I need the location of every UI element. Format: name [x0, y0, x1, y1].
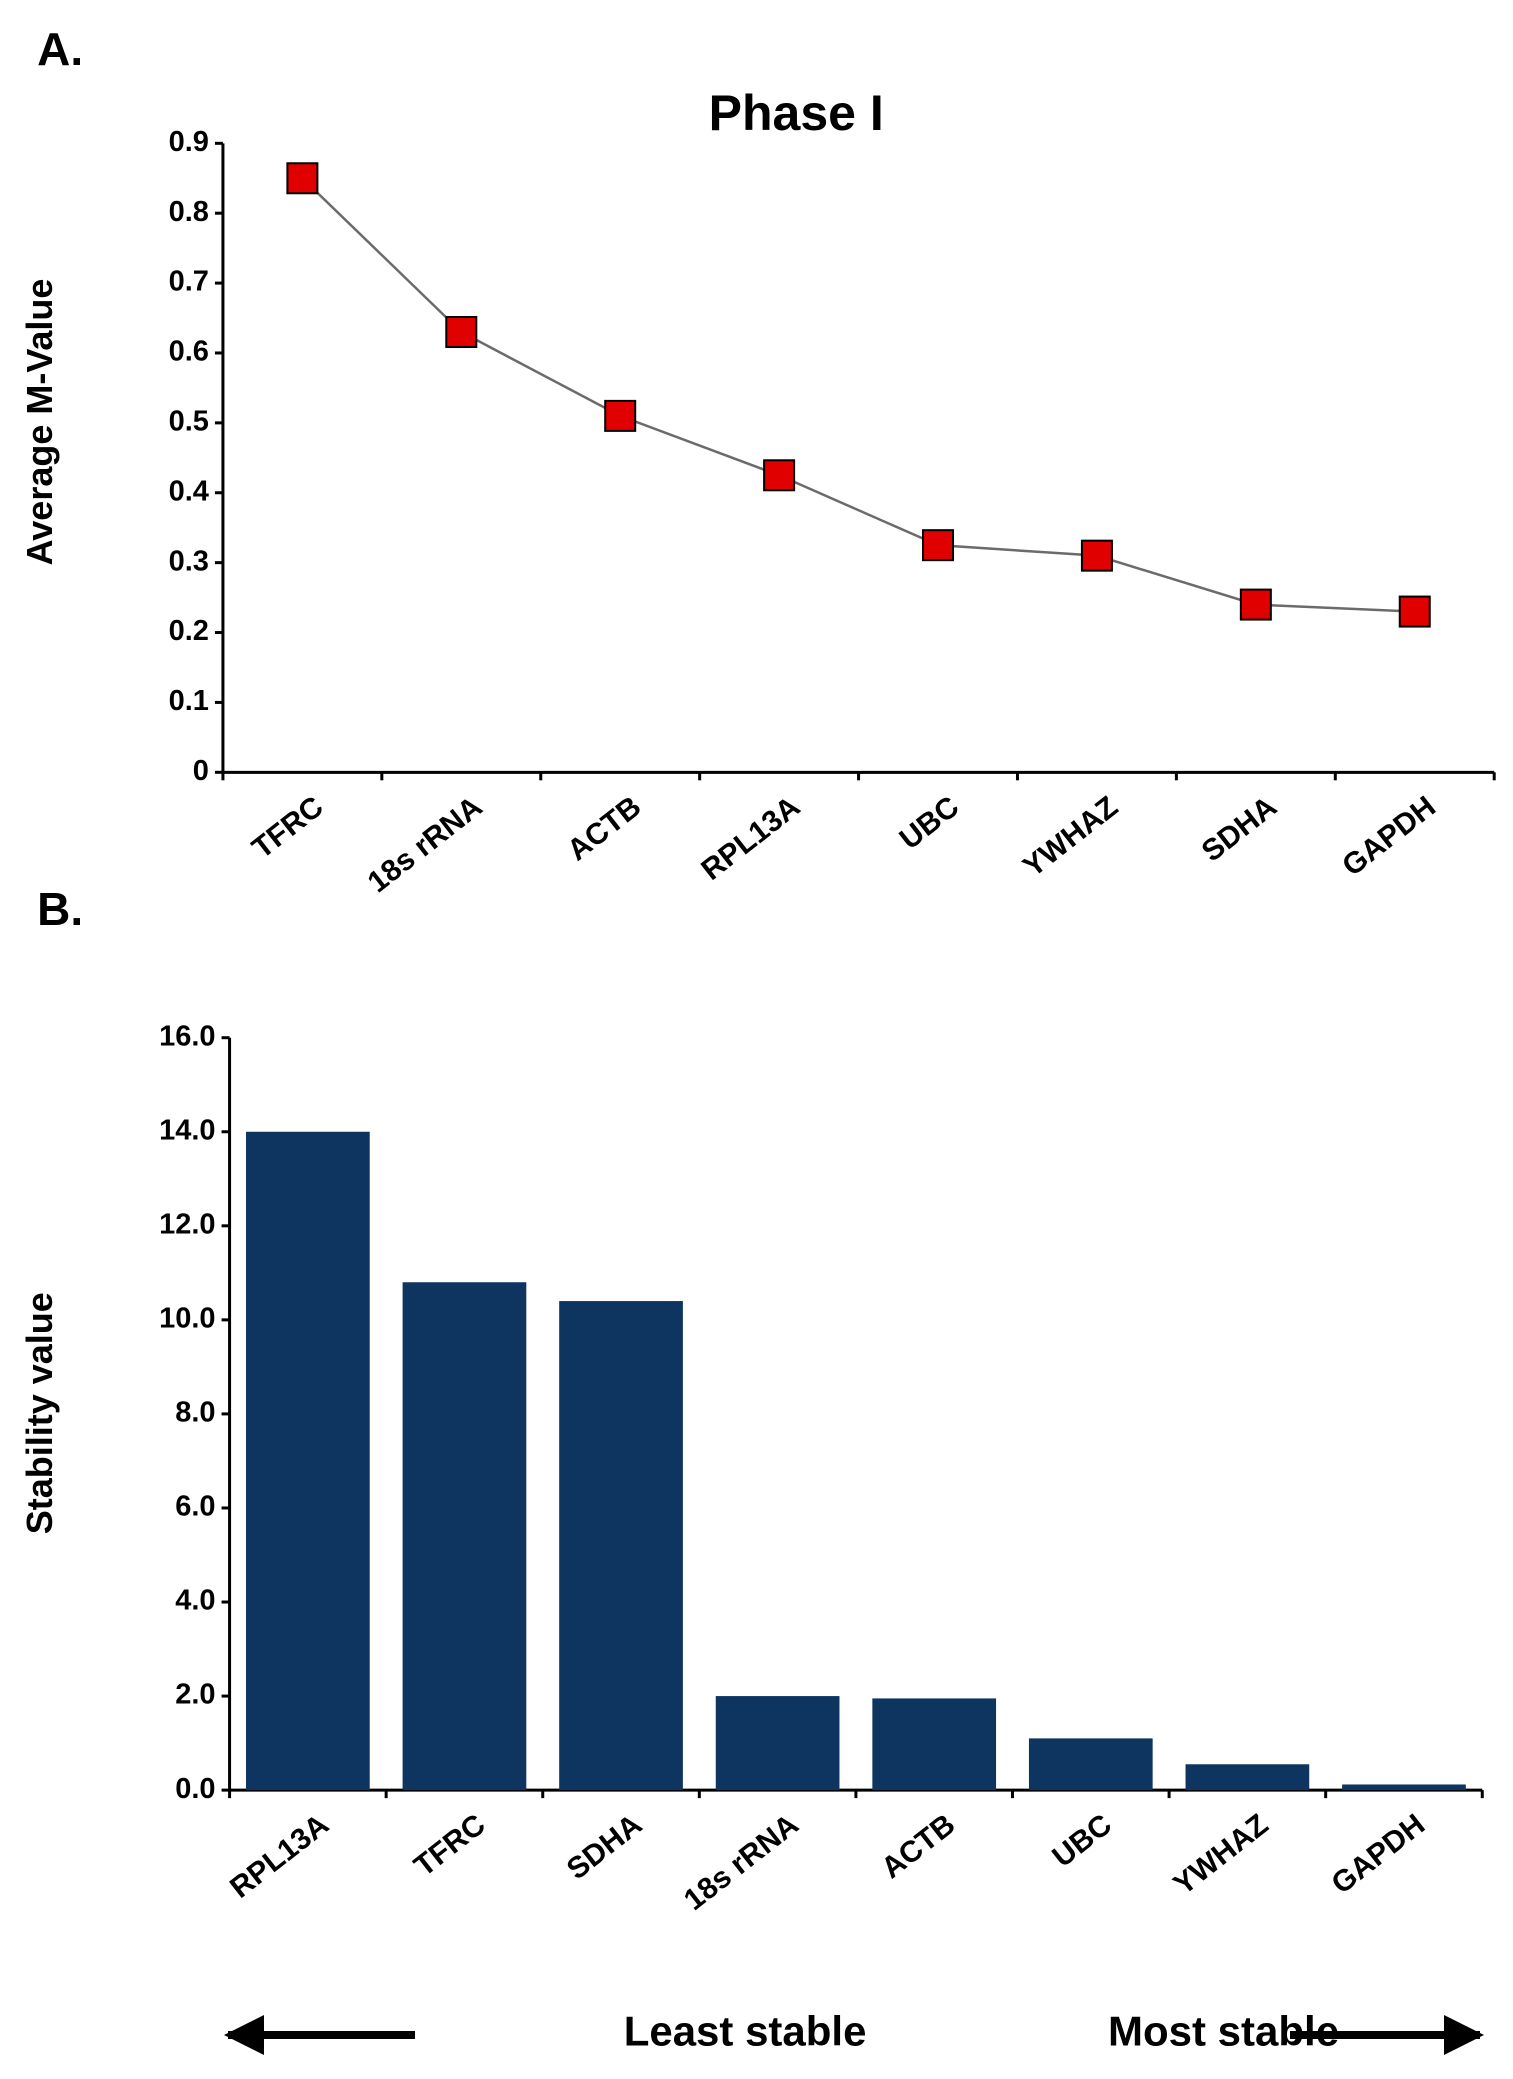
y-tick-label: 14.0	[159, 1114, 215, 1146]
bar	[1028, 1738, 1153, 1791]
x-tick-label: SDHA	[1196, 790, 1283, 868]
x-tick-label: GAPDH	[1336, 790, 1442, 883]
marker	[286, 162, 319, 195]
x-tick-label: RPL13A	[695, 790, 806, 887]
y-tick-label: 12.0	[159, 1208, 215, 1240]
y-tick-label: 0.2	[169, 615, 209, 647]
y-tick-label: 4.0	[175, 1585, 215, 1617]
x-tick-label: ACTB	[875, 1808, 961, 1885]
panel-label: A.	[37, 23, 83, 75]
x-tick-label: UBC	[894, 790, 966, 856]
y-tick-label: 8.0	[175, 1397, 215, 1429]
chart-title: Phase I	[709, 85, 884, 141]
y-axis-title: Average M-Value	[19, 279, 60, 566]
x-tick-label: YWHAZ	[1017, 790, 1124, 884]
y-tick-label: 10.0	[159, 1303, 215, 1335]
marker	[1398, 595, 1431, 628]
y-tick-label: 0.0	[175, 1773, 215, 1805]
line	[301, 177, 1415, 613]
y-tick-label: 0.8	[169, 196, 209, 228]
y-tick-label: 0.5	[169, 406, 209, 438]
bar	[1185, 1764, 1310, 1791]
bar	[1342, 1784, 1466, 1791]
x-tick-label: TFRC	[246, 790, 329, 865]
marker	[445, 316, 478, 349]
marker	[763, 459, 796, 492]
panel-label: B.	[37, 883, 83, 935]
y-tick-label: 0.6	[169, 336, 209, 368]
x-tick-label: GAPDH	[1325, 1808, 1431, 1901]
bar	[402, 1282, 527, 1791]
x-tick-label: ACTB	[561, 790, 647, 867]
y-tick-label: 0.9	[169, 126, 209, 158]
y-tick-label: 0.1	[169, 685, 209, 717]
x-tick-label: SDHA	[561, 1808, 648, 1886]
marker	[604, 399, 637, 432]
marker	[1239, 588, 1272, 621]
y-tick-label: 0	[193, 755, 209, 787]
x-tick-label: UBC	[1046, 1808, 1118, 1874]
y-axis-title: Stability value	[19, 1292, 60, 1534]
x-tick-label: 18s rRNA	[362, 790, 489, 899]
bar	[246, 1131, 370, 1791]
y-tick-label: 6.0	[175, 1491, 215, 1523]
annotation: Least stable	[624, 2007, 867, 2054]
y-tick-label: 0.4	[169, 475, 209, 507]
x-tick-label: YWHAZ	[1168, 1808, 1275, 1902]
marker	[1080, 539, 1113, 572]
bar	[559, 1301, 683, 1791]
y-tick-label: 0.3	[169, 545, 209, 577]
annotation: Most stable	[1108, 2007, 1339, 2054]
y-tick-label: 0.7	[169, 266, 209, 298]
y-tick-label: 2.0	[175, 1679, 215, 1711]
bar	[715, 1696, 840, 1791]
x-tick-label: RPL13A	[224, 1808, 335, 1905]
bar	[872, 1698, 997, 1791]
marker	[922, 529, 955, 562]
x-tick-label: 18s rRNA	[678, 1808, 805, 1917]
y-tick-label: 16.0	[159, 1020, 215, 1052]
x-tick-label: TFRC	[408, 1808, 491, 1883]
